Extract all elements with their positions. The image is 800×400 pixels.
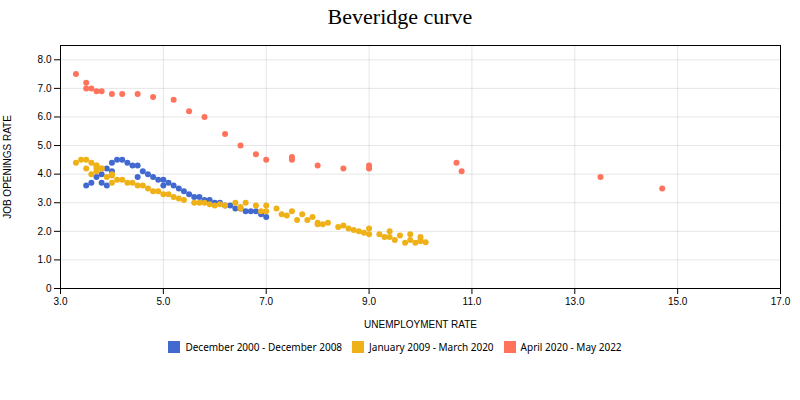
html-text:April 2020 - May 2022: April 2020 - May 2022 [520,339,622,354]
svg-text:6.0: 6.0 [38,111,52,122]
svg-text:4.0: 4.0 [38,168,52,179]
html-text:Beveridge curve: Beveridge curve [327,4,473,29]
svg-text:13.0: 13.0 [565,296,585,307]
svg-text:5.0: 5.0 [38,140,52,151]
svg-text:3.0: 3.0 [38,197,52,208]
svg-text:3.0: 3.0 [54,296,68,307]
svg-text:1.0: 1.0 [38,254,52,265]
svg-text:UNEMPLOYMENT RATE: UNEMPLOYMENT RATE [364,319,477,330]
svg-text:17.0: 17.0 [771,296,791,307]
svg-text:5.0: 5.0 [156,296,170,307]
html-text:January 2009 - March 2020: January 2009 - March 2020 [369,339,494,354]
html-text:December 2000 - December 2008: December 2000 - December 2008 [185,339,343,354]
svg-text:9.0: 9.0 [362,296,376,307]
svg-text:11.0: 11.0 [463,296,482,307]
svg-text:15.0: 15.0 [668,296,688,307]
svg-text:7.0: 7.0 [38,83,52,94]
svg-text:JOB OPENINGS RATE: JOB OPENINGS RATE [2,115,13,219]
svg-text:8.0: 8.0 [38,54,52,65]
svg-text:2.0: 2.0 [38,226,52,237]
svg-text:7.0: 7.0 [259,296,273,307]
svg-text:0: 0 [46,283,52,294]
